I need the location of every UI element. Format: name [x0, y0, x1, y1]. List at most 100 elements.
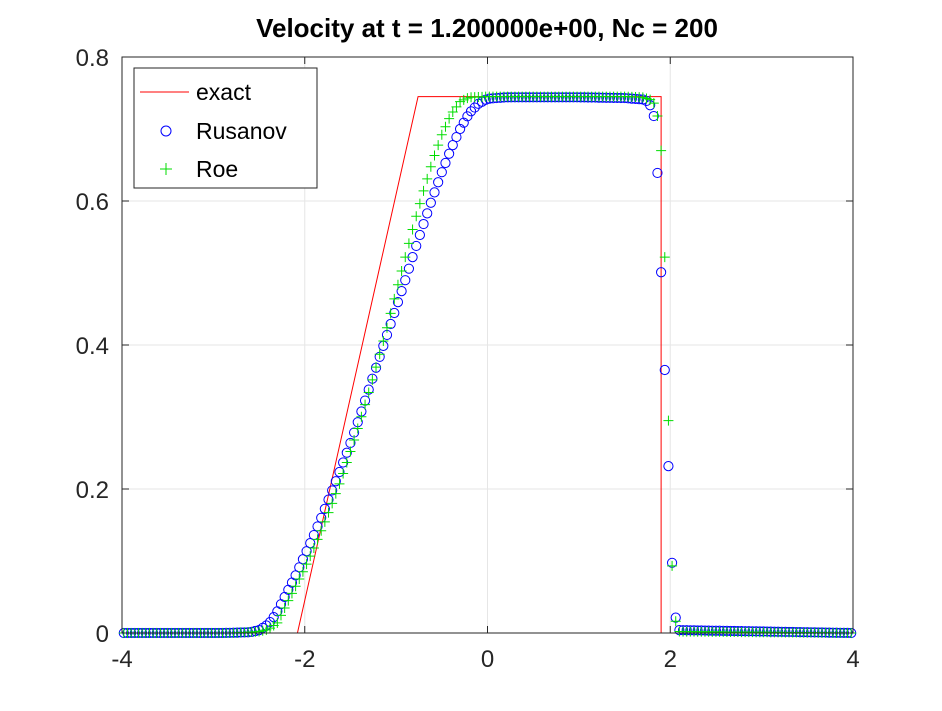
rusanov-point — [316, 512, 327, 523]
roe-point — [327, 498, 338, 509]
rusanov-point — [334, 466, 345, 478]
y-tick-label: 0.6 — [76, 189, 109, 216]
roe-point — [422, 173, 433, 184]
roe-point — [385, 308, 396, 319]
rusanov-point — [330, 476, 341, 487]
roe-point — [286, 588, 297, 599]
y-tick-label: 0.8 — [76, 45, 109, 72]
legend-roe-label: Roe — [196, 156, 238, 182]
roe-point — [283, 595, 294, 606]
roe-point — [360, 399, 371, 410]
roe-point — [403, 238, 414, 249]
roe-point — [272, 617, 283, 628]
rusanov-point — [341, 447, 352, 458]
rusanov-point — [454, 123, 466, 135]
roe-point — [294, 574, 305, 584]
roe-point — [411, 211, 422, 222]
roe-point — [378, 335, 389, 346]
roe-point — [297, 566, 308, 577]
roe-point — [418, 185, 429, 196]
legend-rusanov-swatch — [160, 125, 172, 137]
roe-point — [652, 111, 663, 122]
rusanov-point — [458, 117, 469, 128]
roe-point — [389, 293, 400, 304]
roe-point — [323, 507, 334, 518]
roe-point — [400, 252, 411, 263]
rusanov-point — [469, 102, 480, 113]
legend-rusanov-label: Rusanov — [196, 118, 287, 144]
roe-point — [451, 101, 462, 112]
roe-point — [308, 543, 319, 554]
roe-point — [363, 387, 374, 398]
roe-point — [316, 525, 327, 536]
legend-box — [133, 67, 318, 189]
rusanov-point — [429, 187, 440, 198]
roe-point — [407, 224, 418, 235]
rusanov-point — [652, 167, 663, 179]
roe-point — [429, 150, 440, 161]
rusanov-point — [462, 111, 473, 122]
roe-point — [301, 559, 312, 570]
x-tick-label: -4 — [111, 646, 132, 673]
rusanov-point — [385, 318, 396, 330]
y-tick-label: 0.4 — [76, 333, 109, 360]
rusanov-point — [440, 157, 451, 169]
roe-point — [374, 349, 385, 360]
rusanov-point — [414, 229, 425, 241]
rusanov-point — [403, 263, 415, 274]
roe-point — [356, 411, 367, 422]
rusanov-point — [656, 267, 667, 278]
x-tick-label: 0 — [481, 646, 494, 673]
x-tick-label: 4 — [846, 646, 859, 673]
legend: exact Rusanov Roe — [133, 67, 318, 189]
roe-point — [425, 161, 436, 172]
roe-point — [447, 107, 458, 118]
roe-point — [392, 279, 403, 290]
roe-point — [414, 198, 425, 209]
y-tick-label: 0.2 — [76, 477, 109, 504]
roe-point — [275, 610, 286, 621]
y-tick-label: 0 — [96, 621, 109, 648]
roe-point — [440, 121, 451, 132]
roe-point — [305, 551, 316, 562]
rusanov-point — [444, 148, 455, 159]
rusanov-point — [425, 197, 436, 208]
roe-point — [367, 374, 378, 385]
roe-point — [319, 516, 330, 527]
roe-point — [312, 534, 323, 545]
roe-point — [444, 113, 455, 124]
roe-point — [341, 457, 352, 468]
roe-point — [436, 129, 447, 140]
roe-point — [648, 98, 659, 109]
rusanov-point — [418, 218, 429, 230]
rusanov-point — [411, 240, 422, 252]
rusanov-point — [396, 286, 407, 297]
roe-point — [349, 435, 360, 446]
rusanov-point — [323, 494, 334, 505]
rusanov-point — [659, 364, 670, 376]
roe-point — [670, 616, 681, 627]
rusanov-point — [422, 208, 433, 219]
roe-point — [433, 140, 444, 151]
roe-point — [290, 581, 301, 592]
roe-point — [656, 145, 667, 156]
roe-point — [338, 468, 349, 479]
chart-title: Velocity at t = 1.200000e+00, Nc = 200 — [256, 13, 718, 43]
roe-point — [371, 362, 382, 373]
x-tick-label: 2 — [664, 646, 677, 673]
rusanov-point — [465, 106, 477, 117]
roe-point — [279, 602, 290, 613]
roe-point — [667, 560, 678, 571]
rusanov-point — [433, 177, 444, 188]
ticks: -4 -2 0 2 4 0 0.2 0.4 0.6 0.8 — [76, 45, 860, 673]
rusanov-point — [319, 503, 330, 514]
rusanov-point — [400, 275, 411, 286]
roe-point — [663, 415, 674, 426]
roe-point — [334, 478, 345, 489]
rusanov-point — [663, 461, 674, 472]
roe-point — [345, 446, 356, 457]
rusanov-point — [327, 485, 338, 496]
x-tick-label: -2 — [294, 646, 315, 673]
rusanov-point — [436, 167, 447, 178]
